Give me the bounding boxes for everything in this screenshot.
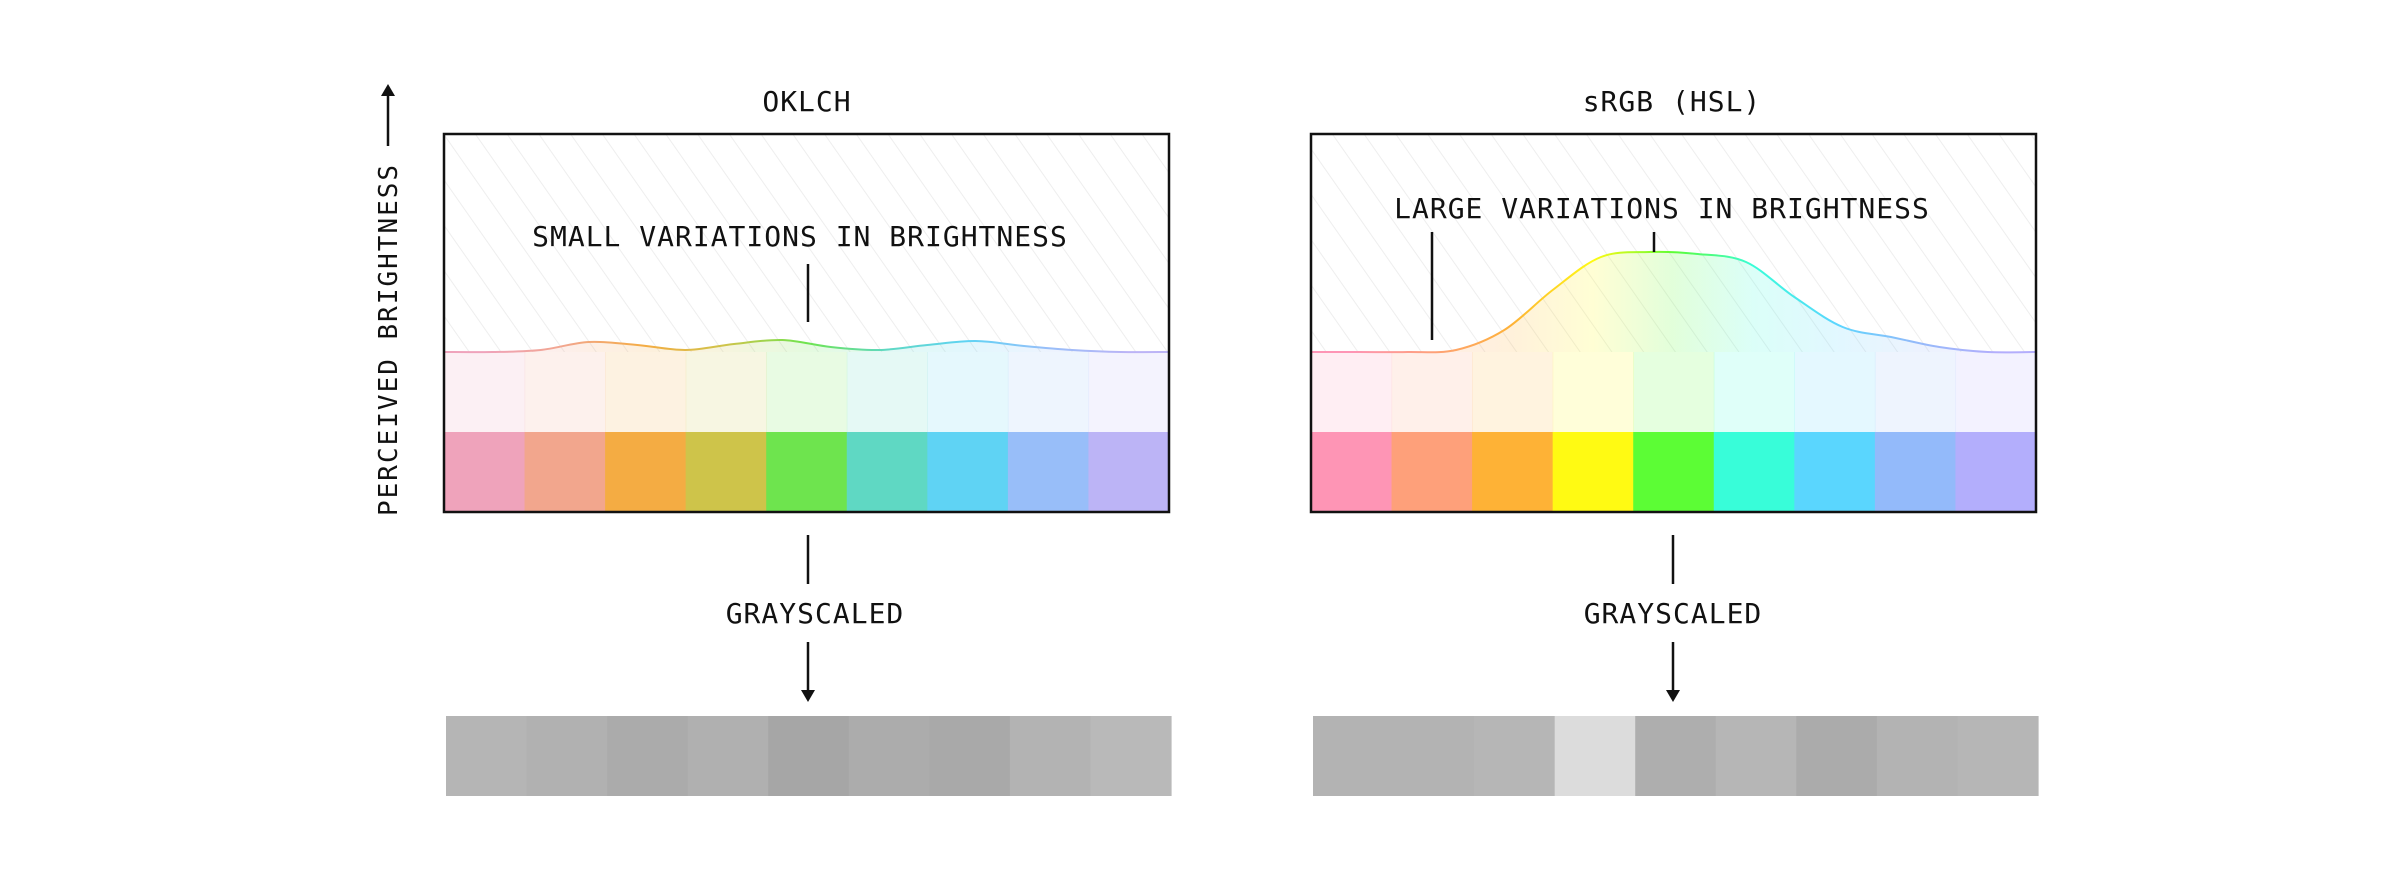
brightness-band xyxy=(1311,352,2037,432)
band-segment xyxy=(1794,352,1876,432)
band-segment xyxy=(927,352,1009,432)
gray-swatch xyxy=(1313,716,1395,796)
band-segment xyxy=(1955,352,2037,432)
annotation-label: SMALL VARIATIONS IN BRIGHTNESS xyxy=(532,220,1068,253)
oklch-panel: OKLCH SMALL VARIATIONS IN BRIGHTNESS GRA… xyxy=(442,85,1172,796)
y-axis-label: PERCEIVED BRIGHTNESS xyxy=(374,163,404,516)
color-swatch xyxy=(766,432,848,512)
gray-swatch xyxy=(1090,716,1172,796)
gray-swatch xyxy=(1796,716,1878,796)
y-axis-arrowhead xyxy=(381,84,395,96)
band-segment xyxy=(1088,352,1170,432)
gray-swatch xyxy=(1635,716,1717,796)
color-swatch xyxy=(1391,432,1473,512)
gray-swatch xyxy=(1957,716,2039,796)
color-swatch xyxy=(1955,432,2037,512)
band-segment xyxy=(1472,352,1554,432)
grayscale-label: GRAYSCALED xyxy=(726,597,905,630)
grayscale-arrowhead xyxy=(1666,690,1680,702)
gray-swatch xyxy=(768,716,850,796)
band-segment xyxy=(1874,352,1957,432)
band-segment xyxy=(444,352,526,432)
color-swatch xyxy=(846,432,928,512)
gray-swatch xyxy=(687,716,769,796)
gray-swatch xyxy=(1876,716,1959,796)
color-swatch xyxy=(1794,432,1876,512)
srgb-panel: sRGB (HSL) LARGE VARIATIONS IN BRIGHTNES… xyxy=(1309,85,2039,796)
color-swatch xyxy=(1007,432,1090,512)
curve-fill xyxy=(1311,251,2036,353)
color-swatch xyxy=(444,432,526,512)
band-segment xyxy=(1311,352,1393,432)
color-swatch xyxy=(1552,432,1634,512)
band-segment xyxy=(1552,352,1634,432)
color-swatch xyxy=(1472,432,1554,512)
band-segment xyxy=(1007,352,1090,432)
annotation-label: LARGE VARIATIONS IN BRIGHTNESS xyxy=(1394,192,1930,225)
gray-swatch xyxy=(1474,716,1556,796)
brightness-curve xyxy=(443,338,1170,354)
color-swatches xyxy=(444,432,1170,512)
color-swatch xyxy=(1713,432,1795,512)
panel-frame xyxy=(1309,132,2038,514)
band-segment xyxy=(1633,352,1715,432)
grayscale-label: GRAYSCALED xyxy=(1584,597,1763,630)
grayscale-swatches xyxy=(1313,716,2039,796)
curve-fill xyxy=(444,339,1169,353)
panel-title: OKLCH xyxy=(762,85,851,118)
brightness-band xyxy=(444,352,1170,432)
panel-frame xyxy=(442,132,1171,514)
color-swatch xyxy=(685,432,767,512)
gray-swatch xyxy=(1554,716,1636,796)
brightness-curve xyxy=(1310,250,2037,354)
band-segment xyxy=(766,352,848,432)
color-swatch xyxy=(1311,432,1393,512)
color-swatch xyxy=(524,432,606,512)
color-swatch xyxy=(927,432,1009,512)
gray-swatch xyxy=(607,716,689,796)
band-segment xyxy=(524,352,606,432)
band-segment xyxy=(605,352,687,432)
band-segment xyxy=(1713,352,1795,432)
grayscale-swatches xyxy=(446,716,1172,796)
color-swatches xyxy=(1311,432,2037,512)
hatched-area xyxy=(444,134,1169,352)
gray-swatch xyxy=(1715,716,1797,796)
band-segment xyxy=(846,352,928,432)
panel-title: sRGB (HSL) xyxy=(1583,85,1762,118)
gray-swatch xyxy=(1009,716,1092,796)
color-swatch xyxy=(605,432,687,512)
gray-swatch xyxy=(1393,716,1475,796)
y-axis: PERCEIVED BRIGHTNESS xyxy=(374,84,404,516)
gray-swatch xyxy=(446,716,528,796)
gray-swatch xyxy=(929,716,1011,796)
color-swatch xyxy=(1874,432,1957,512)
color-swatch xyxy=(1633,432,1715,512)
color-swatch xyxy=(1088,432,1170,512)
band-segment xyxy=(685,352,767,432)
grayscale-arrowhead xyxy=(801,690,815,702)
gray-swatch xyxy=(848,716,930,796)
band-segment xyxy=(1391,352,1473,432)
gray-swatch xyxy=(526,716,608,796)
